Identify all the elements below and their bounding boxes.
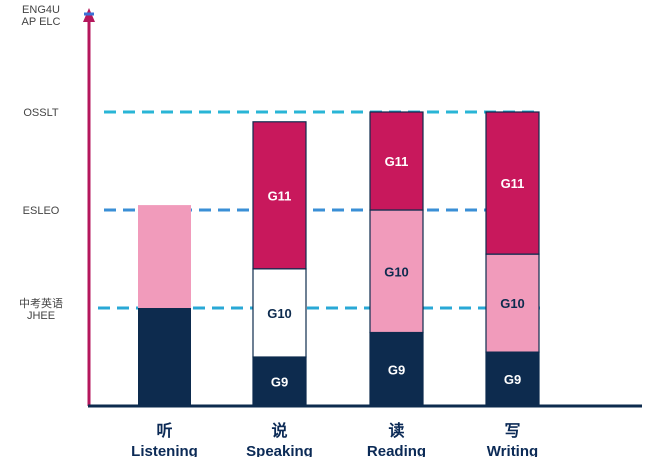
x-tick-label-zh: 读 — [388, 421, 404, 440]
bar-segment — [369, 331, 424, 407]
bar-segment — [252, 356, 307, 407]
bar-segment — [485, 351, 540, 407]
bar-segment — [485, 111, 540, 255]
bar-segment-label: G10 — [500, 296, 525, 311]
bar-segment-label: G10 — [267, 306, 292, 321]
y-tick-label: 中考英语 — [19, 296, 63, 310]
bar-segment — [138, 308, 191, 406]
bar-segment-label: G10 — [384, 264, 409, 279]
bar-segment — [485, 253, 540, 353]
bar-segment-label: G9 — [388, 362, 405, 377]
bar-segment — [369, 209, 424, 334]
axes — [83, 8, 642, 408]
bar-segment — [369, 111, 424, 211]
reference-lines — [98, 110, 540, 310]
y-tick-label: ENG4U — [22, 4, 60, 16]
bar-segment — [138, 205, 191, 308]
y-tick-label: AP ELC — [22, 16, 61, 28]
x-tick-label-en: Reading — [367, 443, 426, 457]
bar-segment — [252, 121, 307, 270]
bars: G9 G10 G11 G9 G10 G11 G9 G10 G11 — [138, 111, 540, 407]
x-tick-label-zh: 写 — [504, 421, 520, 440]
y-tick-label: ESLEO — [23, 205, 60, 217]
y-tick-label: OSSLT — [23, 107, 59, 119]
x-axis-labels: 听 Listening 说 Speaking 读 Reading 写 Writing — [131, 421, 538, 457]
bar-segment-label: G9 — [504, 372, 521, 387]
x-tick-label-zh: 说 — [271, 421, 287, 440]
bar-segment-label: G11 — [268, 188, 292, 203]
x-tick-label-en: Listening — [131, 443, 198, 457]
bar-segment-label: G9 — [271, 375, 288, 390]
bar-segment-label: G11 — [501, 176, 525, 191]
bar-segment-label: G11 — [385, 154, 409, 169]
x-tick-label-en: Speaking — [246, 443, 313, 457]
x-tick-label-en: Writing — [487, 443, 538, 457]
y-tick-label: JHEE — [27, 310, 55, 322]
x-tick-label-zh: 听 — [156, 421, 172, 440]
